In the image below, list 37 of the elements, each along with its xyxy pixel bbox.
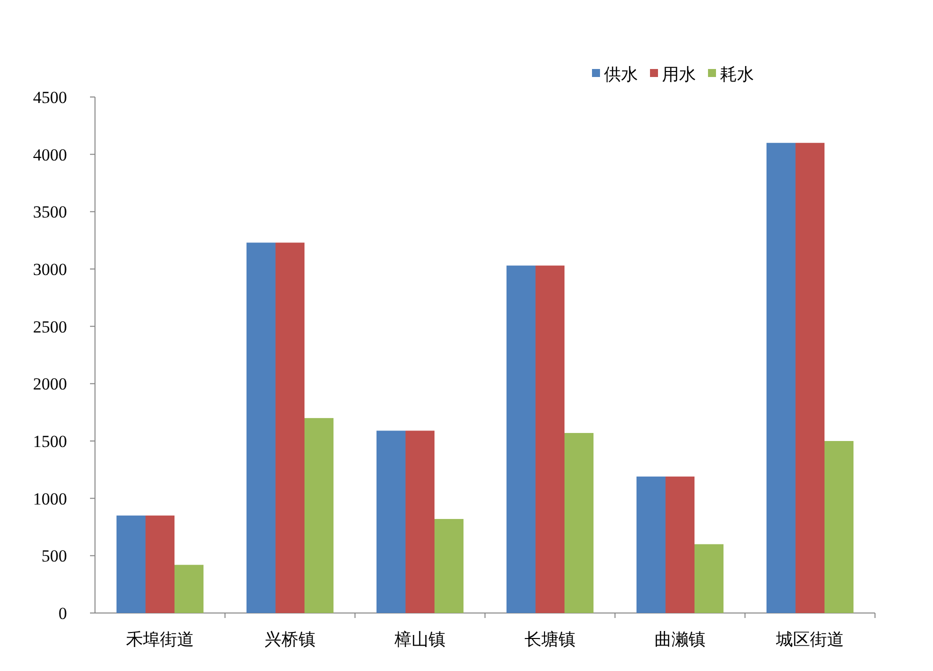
- bar: [796, 142, 824, 613]
- y-tick-label: 4500: [33, 88, 67, 107]
- x-tick-label: 长塘镇: [524, 630, 576, 649]
- y-tick-label: 1500: [33, 432, 67, 451]
- bar: [666, 476, 694, 613]
- y-tick-label: 2000: [33, 374, 67, 394]
- y-tick-label: 1000: [33, 489, 67, 508]
- bar: [824, 441, 854, 613]
- x-tick-label: 禾埠街道: [126, 630, 194, 649]
- y-tick-label: 0: [58, 604, 67, 623]
- bar: [434, 518, 464, 613]
- bar: [766, 142, 796, 613]
- bar: [174, 564, 204, 613]
- y-tick-label: 3000: [33, 260, 67, 279]
- x-tick-label: 曲濑镇: [654, 630, 706, 649]
- x-tick-label: 樟山镇: [394, 630, 446, 649]
- legend-label: 用水: [662, 65, 696, 84]
- bar: [406, 430, 434, 613]
- legend-label: 耗水: [720, 65, 754, 84]
- y-tick-label: 3500: [33, 202, 67, 222]
- y-tick-label: 500: [42, 546, 67, 566]
- bar: [694, 544, 724, 613]
- bar: [116, 516, 146, 613]
- bar: [536, 266, 564, 613]
- bar: [376, 430, 406, 613]
- bar: [246, 242, 276, 613]
- x-tick-label: 城区街道: [775, 630, 844, 649]
- x-tick-label: 兴桥镇: [264, 630, 316, 649]
- bar: [636, 476, 666, 613]
- bar: [304, 418, 334, 613]
- y-tick-label: 2500: [33, 317, 67, 336]
- y-tick-label: 4000: [33, 145, 67, 164]
- bar: [564, 432, 594, 613]
- legend-label: 供水: [604, 65, 638, 84]
- bar: [276, 242, 304, 613]
- bar: [506, 266, 536, 613]
- bar: [146, 516, 174, 613]
